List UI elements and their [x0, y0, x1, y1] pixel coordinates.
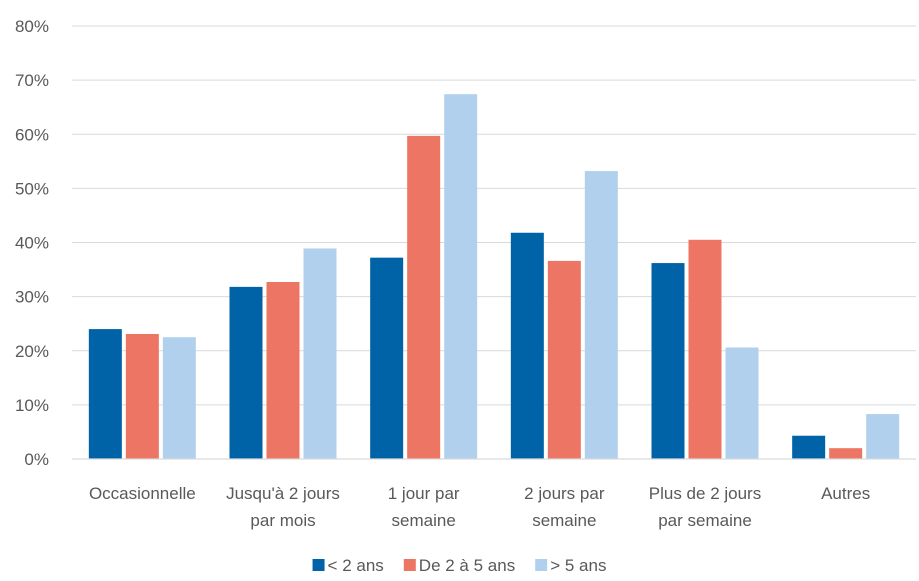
bar-series-2-category-1 — [304, 248, 337, 459]
legend-item: < 2 ans — [313, 556, 384, 575]
x-category-label: 2 jours par semaine — [524, 484, 605, 530]
x-axis-category-labels: Occasionnelle Jusqu'à 2 jours par mois 1 jo… — [89, 484, 870, 530]
y-tick-label: 20% — [15, 342, 49, 361]
x-category-label: Plus de 2 jours par semaine — [649, 484, 761, 530]
bar-series-1-category-4 — [689, 240, 722, 459]
bar-series-1-category-1 — [267, 282, 300, 459]
y-tick-label: 0% — [24, 450, 49, 469]
legend-swatch — [313, 559, 325, 571]
y-tick-label: 50% — [15, 179, 49, 198]
y-axis-tick-labels: 0% 10% 20% 30% 40% 50% 60% 70% 80% — [15, 17, 49, 469]
bar-series-0-category-1 — [230, 287, 263, 459]
y-tick-label: 60% — [15, 125, 49, 144]
x-category-label-line: Autres — [821, 484, 870, 503]
y-tick-label: 70% — [15, 71, 49, 90]
legend-label: De 2 à 5 ans — [419, 556, 515, 575]
x-category-label-line: semaine — [392, 511, 456, 530]
legend-swatch — [404, 559, 416, 571]
x-category-label: Autres — [821, 484, 870, 503]
bar-series-0-category-2 — [370, 258, 403, 459]
y-tick-label: 40% — [15, 234, 49, 253]
bar-series-1-category-5 — [829, 448, 862, 459]
x-category-label-line: 2 jours par — [524, 484, 605, 503]
y-tick-label: 80% — [15, 17, 49, 36]
x-category-label-line: Occasionnelle — [89, 484, 196, 503]
legend-item: De 2 à 5 ans — [404, 556, 515, 575]
x-category-label-line: semaine — [532, 511, 596, 530]
bar-series-2-category-5 — [866, 414, 899, 459]
y-tick-label: 10% — [15, 396, 49, 415]
bar-series-0-category-5 — [792, 436, 825, 459]
legend-label: < 2 ans — [328, 556, 384, 575]
x-category-label: 1 jour par semaine — [388, 484, 460, 530]
x-category-label: Jusqu'à 2 jours par mois — [226, 484, 340, 530]
bar-series-2-category-4 — [726, 348, 759, 459]
bar-series-2-category-3 — [585, 171, 618, 459]
x-category-label-line: par semaine — [658, 511, 752, 530]
bars — [89, 94, 899, 459]
y-tick-label: 30% — [15, 288, 49, 307]
bar-series-1-category-3 — [548, 261, 581, 459]
x-category-label-line: Jusqu'à 2 jours — [226, 484, 340, 503]
legend-swatch — [535, 559, 547, 571]
legend-label: > 5 ans — [550, 556, 606, 575]
bar-series-2-category-0 — [163, 337, 196, 459]
bar-series-0-category-0 — [89, 329, 122, 459]
bar-series-0-category-3 — [511, 233, 544, 459]
legend: < 2 ans De 2 à 5 ans > 5 ans — [313, 556, 607, 575]
x-category-label-line: 1 jour par — [388, 484, 460, 503]
x-category-label-line: par mois — [250, 511, 315, 530]
bar-series-1-category-2 — [407, 136, 440, 459]
bar-series-0-category-4 — [652, 263, 685, 459]
gridlines — [72, 26, 916, 405]
bar-series-1-category-0 — [126, 334, 159, 459]
bar-series-2-category-2 — [444, 94, 477, 459]
x-category-label-line: Plus de 2 jours — [649, 484, 761, 503]
legend-item: > 5 ans — [535, 556, 606, 575]
x-category-label: Occasionnelle — [89, 484, 196, 503]
